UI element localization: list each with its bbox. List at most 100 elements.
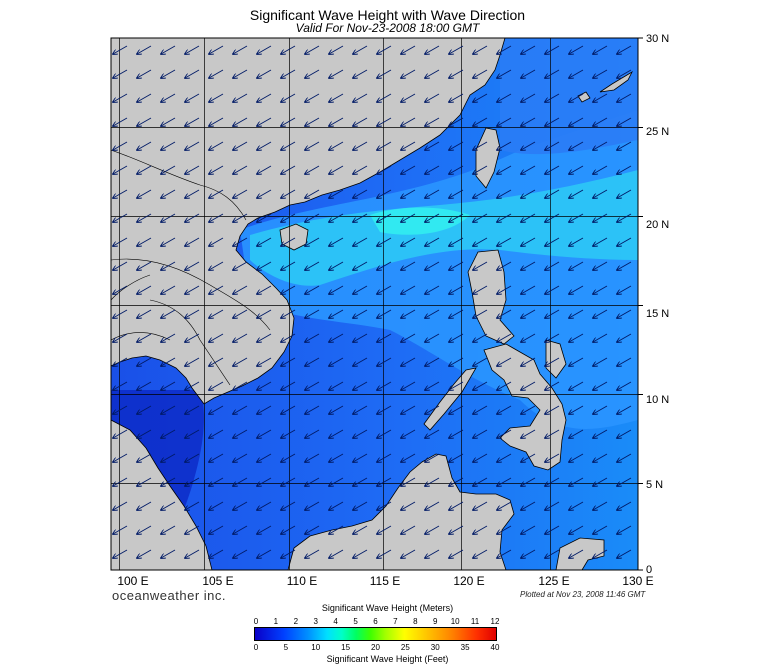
colorbar-meters-tick: 5 <box>353 617 358 626</box>
wave-arrow <box>329 69 344 78</box>
wave-arrow <box>209 69 224 78</box>
wave-arrow <box>233 285 248 294</box>
colorbar-feet-tick: 15 <box>341 643 351 652</box>
wave-arrow <box>425 141 440 150</box>
wave-arrow <box>545 117 560 126</box>
wave-arrow <box>185 189 200 198</box>
wave-arrow <box>497 261 512 270</box>
wave-arrow <box>377 165 392 174</box>
wave-arrow <box>329 213 344 222</box>
wave-arrow <box>353 261 368 270</box>
wave-arrow <box>305 429 320 438</box>
wave-arrow <box>569 237 584 246</box>
wave-arrow <box>377 453 392 462</box>
wave-arrow <box>209 549 224 558</box>
wave-arrow <box>185 93 200 102</box>
wave-arrow <box>617 549 632 558</box>
wave-arrow <box>545 213 560 222</box>
wave-arrow <box>353 93 368 102</box>
wave-arrow <box>353 357 368 366</box>
wave-arrow <box>473 429 488 438</box>
wave-arrow <box>161 477 176 486</box>
wave-arrow <box>281 549 296 558</box>
wave-arrow <box>401 189 416 198</box>
wave-arrow <box>473 525 488 534</box>
wave-arrow <box>401 501 416 510</box>
wave-arrow <box>377 189 392 198</box>
wave-arrow <box>113 189 128 198</box>
wave-arrow <box>185 381 200 390</box>
wave-arrow <box>257 261 272 270</box>
wave-arrow <box>257 429 272 438</box>
wave-arrow <box>401 453 416 462</box>
wave-arrow <box>401 93 416 102</box>
wave-arrow <box>545 477 560 486</box>
colorbar-title-meters: Significant Wave Height (Meters) <box>321 603 454 613</box>
wave-arrow <box>545 453 560 462</box>
wave-arrow <box>329 501 344 510</box>
wave-arrow <box>281 237 296 246</box>
wave-arrow <box>209 501 224 510</box>
wave-arrow <box>497 477 512 486</box>
wave-arrow <box>137 93 152 102</box>
wave-arrow <box>209 117 224 126</box>
wave-arrow <box>113 429 128 438</box>
wave-arrow <box>377 237 392 246</box>
lat-label-30n: 30 N <box>646 33 670 45</box>
wave-arrow <box>449 165 464 174</box>
wave-arrow <box>521 165 536 174</box>
wave-arrow <box>545 237 560 246</box>
wave-arrow <box>281 525 296 534</box>
wave-arrow <box>593 45 608 54</box>
wave-band-peak <box>370 207 470 235</box>
wave-arrow <box>137 477 152 486</box>
wave-arrow <box>593 453 608 462</box>
wave-arrow <box>449 45 464 54</box>
wave-arrow <box>377 117 392 126</box>
colorbar-meters-tick: 8 <box>413 617 418 626</box>
wave-arrow <box>185 213 200 222</box>
wave-arrow <box>449 453 464 462</box>
wave-arrow <box>257 69 272 78</box>
wave-arrow <box>545 357 560 366</box>
wave-arrow <box>473 309 488 318</box>
wave-arrow <box>353 525 368 534</box>
wave-arrow <box>545 69 560 78</box>
wave-arrow <box>329 381 344 390</box>
wave-arrow <box>233 477 248 486</box>
wave-arrow <box>233 501 248 510</box>
wave-arrow <box>473 549 488 558</box>
wave-arrow <box>521 141 536 150</box>
land-luzon <box>467 249 515 345</box>
wave-arrow <box>449 309 464 318</box>
wave-arrow <box>329 525 344 534</box>
wave-arrow <box>329 45 344 54</box>
wave-arrow <box>593 237 608 246</box>
wave-arrow <box>569 309 584 318</box>
wave-arrow <box>233 549 248 558</box>
wave-arrow <box>161 237 176 246</box>
wave-arrow <box>281 501 296 510</box>
wave-arrow <box>233 453 248 462</box>
wave-arrow <box>473 237 488 246</box>
wave-arrow <box>521 333 536 342</box>
wave-arrow <box>449 285 464 294</box>
wave-arrow <box>233 333 248 342</box>
wave-arrow <box>209 141 224 150</box>
lat-label-20n: 20 N <box>646 219 670 231</box>
wave-arrow <box>473 501 488 510</box>
wave-arrow <box>113 381 128 390</box>
wave-arrow <box>473 69 488 78</box>
wave-arrow <box>449 117 464 126</box>
wave-arrow <box>161 141 176 150</box>
wave-arrow <box>401 261 416 270</box>
wave-arrow <box>305 261 320 270</box>
wave-arrow <box>497 69 512 78</box>
colorbar-feet-tick: 30 <box>430 643 440 652</box>
wave-arrow <box>209 405 224 414</box>
wave-arrow <box>521 549 536 558</box>
wave-arrow <box>113 309 128 318</box>
wave-arrow <box>377 213 392 222</box>
wave-arrow <box>401 549 416 558</box>
wave-arrow <box>161 93 176 102</box>
